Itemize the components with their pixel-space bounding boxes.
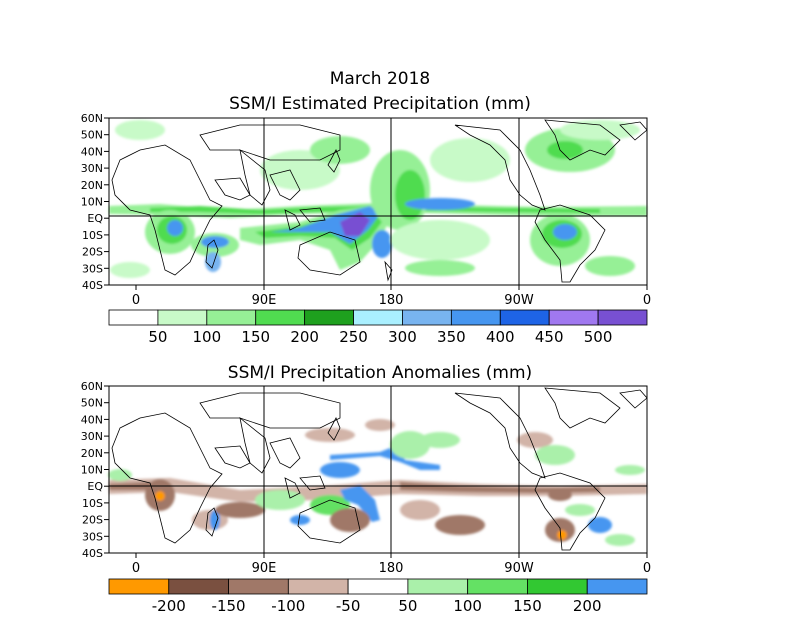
colorbar-swatch <box>450 309 501 326</box>
precipitation-map-title: SSM/I Estimated Precipitation (mm) <box>229 94 531 114</box>
latitude-label: 50N <box>81 397 103 410</box>
colorbar-label: -100 <box>271 597 305 615</box>
colorbar-label: 350 <box>437 328 466 346</box>
colorbar-label: -50 <box>336 597 361 615</box>
colorbar-label: 500 <box>584 328 613 346</box>
colorbar-label: 100 <box>192 328 221 346</box>
colorbar-swatch <box>407 578 469 595</box>
colorbar-label: 450 <box>535 328 564 346</box>
colorbar-swatch <box>527 578 588 595</box>
colorbar-label: -150 <box>212 597 246 615</box>
latitude-label: 10S <box>82 497 103 510</box>
longitude-label: 90W <box>504 293 534 308</box>
latitude-label: 10N <box>81 196 103 209</box>
longitude-label: 0 <box>643 561 651 576</box>
colorbar-label: 250 <box>339 328 368 346</box>
colorbar-label: 50 <box>148 328 167 346</box>
anomaly-map-longitude-labels: 0 90E 180 90W 0 <box>132 553 651 576</box>
colorbar-label: 400 <box>486 328 515 346</box>
longitude-label: 0 <box>132 293 140 308</box>
latitude-label: 20N <box>81 179 103 192</box>
colorbar-swatch <box>206 309 257 326</box>
precipitation-map-latitude-labels: 60N 50N 40N 30N 20N 10N EQ 10S 20S 30S 40S <box>81 112 109 292</box>
colorbar-swatch <box>548 309 599 326</box>
colorbar-swatch <box>347 578 409 595</box>
anomaly-map: 60N 50N 40N 30N 20N 10N EQ 10S 20S 30S 40S 0 90E 180… <box>81 380 651 576</box>
colorbar-swatch <box>287 578 349 595</box>
latitude-label: 10N <box>81 464 103 477</box>
latitude-label: EQ <box>87 212 103 225</box>
longitude-label: 180 <box>379 561 404 576</box>
precipitation-map-longitude-labels: 0 90E 180 90W 0 <box>132 285 651 308</box>
colorbar-swatch <box>586 578 648 595</box>
latitude-label: 30N <box>81 162 103 175</box>
latitude-label: 50N <box>81 129 103 142</box>
latitude-label: EQ <box>87 480 103 493</box>
latitude-label: 20S <box>82 514 103 527</box>
longitude-label: 90W <box>504 561 534 576</box>
colorbar-label: -200 <box>152 597 186 615</box>
latitude-label: 60N <box>81 112 103 125</box>
latitude-label: 30S <box>82 530 103 543</box>
colorbar-swatch <box>108 578 170 595</box>
colorbar-swatch <box>499 309 550 326</box>
colorbar-swatch <box>402 309 452 326</box>
longitude-label: 180 <box>379 293 404 308</box>
longitude-label: 0 <box>132 561 140 576</box>
colorbar-swatch <box>353 309 403 326</box>
colorbar-label: 150 <box>241 328 270 346</box>
colorbar-swatch <box>168 578 229 595</box>
latitude-label: 30N <box>81 430 103 443</box>
colorbar-label: 200 <box>290 328 319 346</box>
colorbar-swatch <box>304 309 354 326</box>
precipitation-map: 60N 50N 40N 30N 20N 10N EQ 10S 20S 30S 40S 0 90E 180… <box>81 112 651 308</box>
map-date-title: March 2018 <box>329 69 431 89</box>
colorbar-label: 200 <box>573 597 602 615</box>
latitude-label: 10S <box>82 229 103 242</box>
latitude-label: 20S <box>82 246 103 259</box>
latitude-label: 40S <box>82 547 103 560</box>
colorbar-swatch <box>157 309 208 326</box>
colorbar-label: 100 <box>453 597 482 615</box>
longitude-label: 0 <box>643 293 651 308</box>
latitude-label: 60N <box>81 380 103 393</box>
precipitation-colorbar: 50 100 150 200 250 300 350 400 450 500 <box>108 309 648 346</box>
longitude-label: 90E <box>252 561 277 576</box>
colorbar-label: 150 <box>513 597 542 615</box>
colorbar-label: 50 <box>398 597 417 615</box>
latitude-label: 40N <box>81 145 103 158</box>
colorbar-swatch <box>597 309 648 326</box>
colorbar-swatch <box>467 578 528 595</box>
colorbar-swatch <box>108 309 159 326</box>
colorbar-swatch <box>255 309 306 326</box>
colorbar-swatch <box>228 578 289 595</box>
latitude-label: 20N <box>81 447 103 460</box>
colorbar-label: 300 <box>388 328 417 346</box>
latitude-label: 30S <box>82 262 103 275</box>
latitude-label: 40S <box>82 279 103 292</box>
anomaly-colorbar: -200 -150 -100 -50 50 100 150 200 <box>108 578 648 615</box>
longitude-label: 90E <box>252 293 277 308</box>
latitude-label: 40N <box>81 413 103 426</box>
anomaly-map-title: SSM/I Precipitation Anomalies (mm) <box>227 363 533 383</box>
anomaly-map-latitude-labels: 60N 50N 40N 30N 20N 10N EQ 10S 20S 30S 40S <box>81 380 109 560</box>
